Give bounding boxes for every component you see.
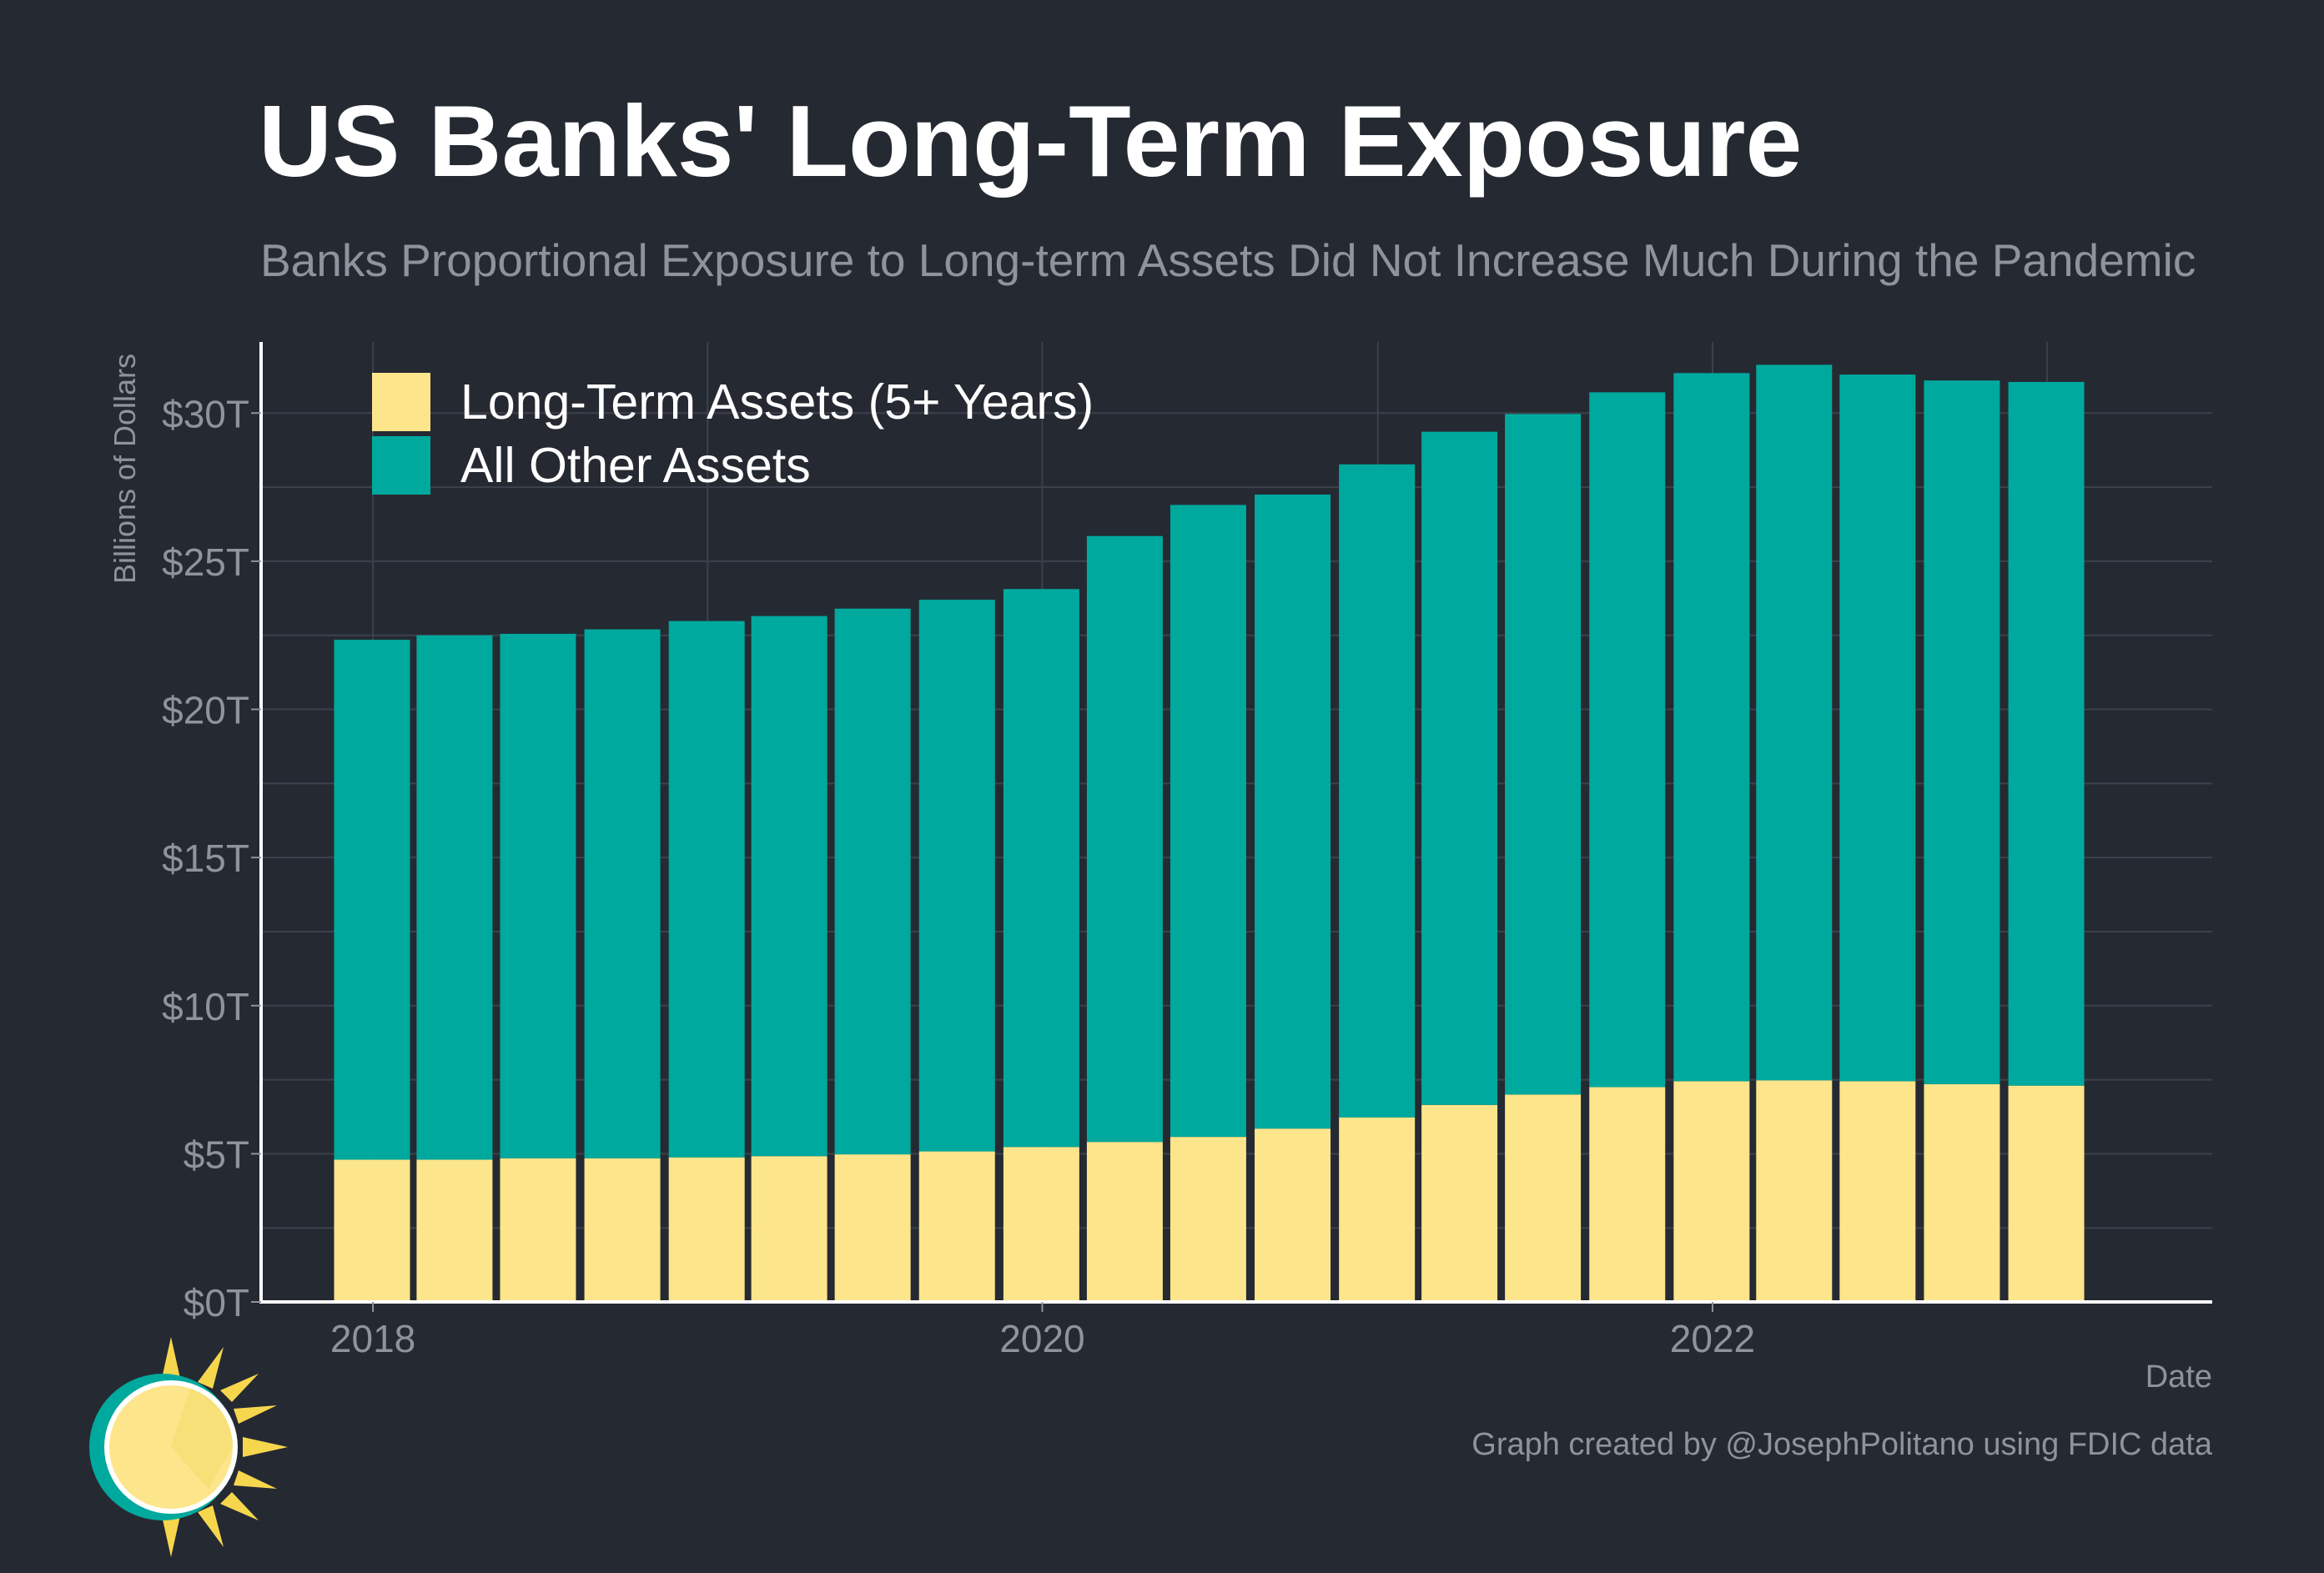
chart-subtitle: Banks Proportional Exposure to Long-term… (260, 234, 2196, 286)
bar-other-assets (1086, 535, 1163, 1143)
bar-other-assets (1756, 364, 1833, 1081)
bar-other-assets (1673, 373, 1750, 1082)
bar-other-assets (500, 633, 576, 1158)
bar-other-assets (2008, 381, 2085, 1086)
bar-long-term (1339, 1117, 1416, 1302)
sun-logo-icon (83, 1330, 292, 1568)
chart-title: US Banks' Long-Term Exposure (259, 84, 1803, 198)
x-tick-label: 2022 (1670, 1317, 1755, 1360)
y-tick-label: $0T (184, 1281, 249, 1324)
legend-swatch-long-term (372, 373, 430, 431)
bar-long-term (1589, 1087, 1666, 1302)
bar-other-assets (1589, 392, 1666, 1088)
tick-labels: $0T $5T $10T $15T $20T $25T $30T 2018 2020 2022 (162, 392, 1755, 1360)
credit-text: Graph created by @JosephPolitano using F… (1471, 1427, 2212, 1462)
bar-long-term (1673, 1081, 1750, 1302)
axes (251, 342, 2212, 1312)
x-tick-label: 2018 (330, 1317, 415, 1360)
bar-other-assets (1505, 414, 1582, 1095)
bar-long-term (1003, 1147, 1079, 1302)
bar-other-assets (584, 629, 661, 1158)
legend-item-long-term: Long-Term Assets (5+ Years) (372, 370, 1094, 434)
bar-long-term (751, 1156, 827, 1302)
bar-other-assets (416, 635, 493, 1160)
bar-long-term (668, 1157, 745, 1302)
bar-long-term (1086, 1142, 1163, 1302)
legend-swatch-other (372, 436, 430, 495)
bar-long-term (918, 1151, 995, 1302)
bar-long-term (334, 1159, 410, 1302)
x-axis-label: Date (2145, 1359, 2212, 1395)
y-tick-label: $15T (162, 837, 249, 880)
legend: Long-Term Assets (5+ Years) All Other As… (372, 370, 1094, 497)
bar-long-term (1255, 1128, 1331, 1302)
bar-long-term (1839, 1081, 1916, 1302)
bar-other-assets (1839, 374, 1916, 1082)
bar-long-term (1756, 1080, 1833, 1302)
x-tick-label: 2020 (999, 1317, 1084, 1360)
legend-item-other: All Other Assets (372, 434, 1094, 497)
bar-long-term (584, 1158, 661, 1302)
bar-long-term (1505, 1094, 1582, 1302)
legend-label-other: All Other Assets (460, 438, 811, 493)
bar-other-assets (334, 640, 410, 1160)
bar-other-assets (918, 600, 995, 1152)
bar-long-term (1924, 1083, 2000, 1302)
bar-long-term (500, 1158, 576, 1302)
bar-other-assets (1255, 494, 1331, 1129)
bar-long-term (416, 1159, 493, 1302)
bar-other-assets (1170, 505, 1246, 1138)
bar-other-assets (751, 616, 827, 1157)
bar-other-assets (1421, 431, 1498, 1105)
y-tick-label: $25T (162, 540, 249, 584)
bar-long-term (2008, 1085, 2085, 1302)
y-tick-label: $5T (184, 1133, 249, 1176)
bar-other-assets (668, 621, 745, 1158)
bar-long-term (1170, 1137, 1246, 1302)
legend-label-long-term: Long-Term Assets (5+ Years) (460, 374, 1094, 430)
bar-long-term (834, 1154, 911, 1302)
bar-other-assets (834, 608, 911, 1155)
bar-other-assets (1339, 464, 1416, 1118)
bar-other-assets (1003, 589, 1079, 1148)
bars (334, 364, 2085, 1302)
bar-other-assets (1924, 380, 2000, 1084)
y-tick-label: $20T (162, 689, 249, 732)
y-tick-label: $10T (162, 985, 249, 1028)
y-tick-label: $30T (162, 392, 249, 435)
bar-long-term (1421, 1104, 1498, 1302)
